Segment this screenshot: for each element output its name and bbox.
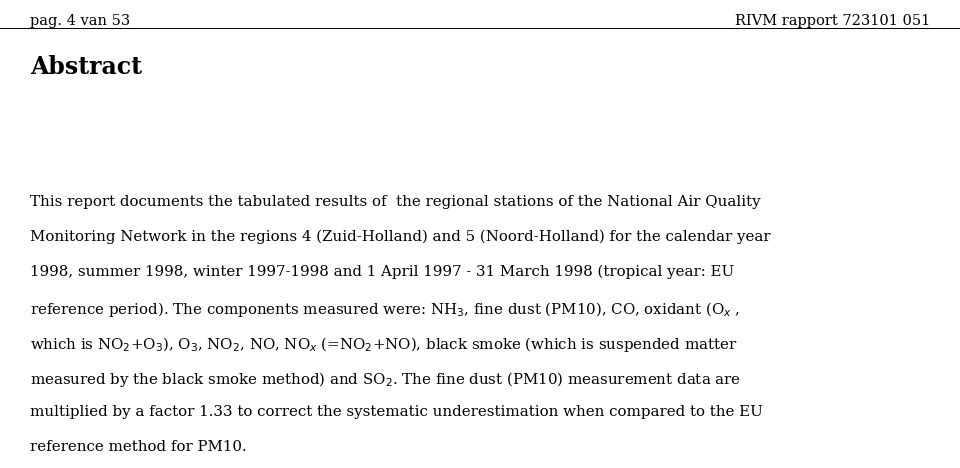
Text: RIVM rapport 723101 051: RIVM rapport 723101 051: [734, 14, 930, 28]
Text: which is NO$_2$+O$_3$), O$_3$, NO$_2$, NO, NO$_x$ (=NO$_2$+NO), black smoke (whi: which is NO$_2$+O$_3$), O$_3$, NO$_2$, N…: [30, 335, 737, 354]
Text: multiplied by a factor 1.33 to correct the systematic underestimation when compa: multiplied by a factor 1.33 to correct t…: [30, 405, 763, 419]
Text: Monitoring Network in the regions 4 (Zuid-Holland) and 5 (Noord-Holland) for the: Monitoring Network in the regions 4 (Zui…: [30, 230, 771, 244]
Text: pag. 4 van 53: pag. 4 van 53: [30, 14, 131, 28]
Text: reference period). The components measured were: NH$_3$, fine dust (PM10), CO, o: reference period). The components measur…: [30, 300, 740, 319]
Text: measured by the black smoke method) and SO$_2$. The fine dust (PM10) measurement: measured by the black smoke method) and …: [30, 370, 741, 389]
Text: 1998, summer 1998, winter 1997-1998 and 1 April 1997 - 31 March 1998 (tropical y: 1998, summer 1998, winter 1997-1998 and …: [30, 265, 734, 279]
Text: This report documents the tabulated results of  the regional stations of the Nat: This report documents the tabulated resu…: [30, 195, 760, 209]
Text: reference method for PM10.: reference method for PM10.: [30, 440, 247, 454]
Text: Abstract: Abstract: [30, 55, 142, 79]
